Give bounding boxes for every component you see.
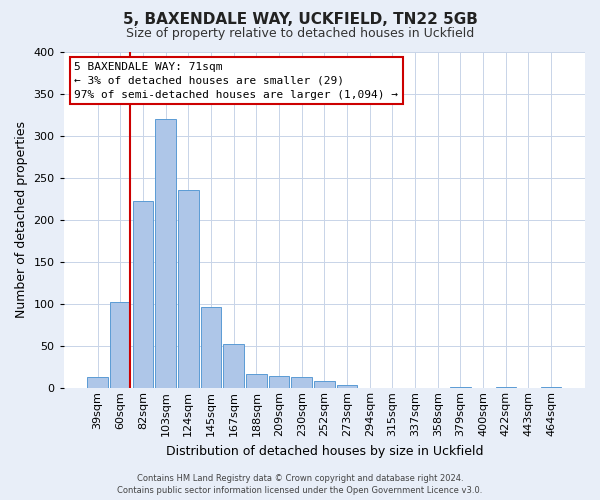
- Text: Size of property relative to detached houses in Uckfield: Size of property relative to detached ho…: [126, 28, 474, 40]
- Bar: [496, 386, 516, 388]
- Text: 5 BAXENDALE WAY: 71sqm
← 3% of detached houses are smaller (29)
97% of semi-deta: 5 BAXENDALE WAY: 71sqm ← 3% of detached …: [74, 62, 398, 100]
- Y-axis label: Number of detached properties: Number of detached properties: [15, 122, 28, 318]
- Bar: [88, 378, 108, 388]
- Bar: [223, 344, 244, 389]
- Bar: [450, 386, 470, 388]
- Bar: [246, 374, 266, 388]
- X-axis label: Distribution of detached houses by size in Uckfield: Distribution of detached houses by size …: [166, 444, 483, 458]
- Bar: [269, 376, 289, 388]
- Bar: [110, 302, 130, 388]
- Bar: [337, 385, 357, 388]
- Text: 5, BAXENDALE WAY, UCKFIELD, TN22 5GB: 5, BAXENDALE WAY, UCKFIELD, TN22 5GB: [122, 12, 478, 28]
- Bar: [133, 202, 153, 388]
- Bar: [178, 190, 199, 388]
- Bar: [201, 306, 221, 388]
- Bar: [314, 380, 335, 388]
- Text: Contains HM Land Registry data © Crown copyright and database right 2024.
Contai: Contains HM Land Registry data © Crown c…: [118, 474, 482, 495]
- Bar: [292, 378, 312, 388]
- Bar: [155, 119, 176, 388]
- Bar: [541, 386, 562, 388]
